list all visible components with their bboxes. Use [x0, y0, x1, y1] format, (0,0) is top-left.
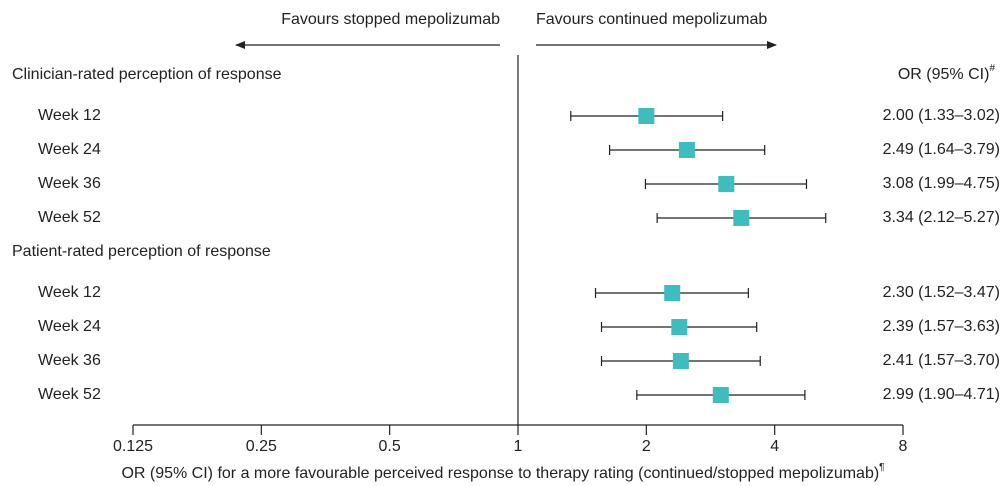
annotation-right: Favours continued mepolizumab — [536, 11, 767, 28]
x-tick-label: 2 — [642, 438, 651, 455]
point-estimate — [672, 353, 689, 369]
point-estimate — [638, 108, 655, 124]
row-label: Week 36 — [38, 352, 101, 369]
point-estimate — [733, 210, 750, 226]
annotation-left: Favours stopped mepolizumab — [281, 11, 500, 28]
column-header-mark: # — [989, 63, 995, 74]
value-label: 2.99 (1.90–4.71) — [883, 386, 1000, 403]
row-label: Week 52 — [38, 209, 101, 226]
value-label: 2.49 (1.64–3.79) — [883, 141, 1000, 158]
x-tick-label: 4 — [770, 438, 779, 455]
row-label: Week 52 — [38, 386, 101, 403]
column-header: OR (95% CI)# — [898, 63, 996, 84]
row-label: Week 24 — [38, 318, 101, 335]
row-label: Week 12 — [38, 107, 101, 124]
group-label: Clinician-rated perception of response — [12, 66, 282, 83]
value-label: 3.08 (1.99–4.75) — [883, 175, 1000, 192]
value-label: 3.34 (2.12–5.27) — [883, 209, 1000, 226]
point-estimate — [671, 319, 688, 335]
x-tick-label: 0.125 — [113, 438, 153, 455]
row-label: Week 36 — [38, 175, 101, 192]
x-tick-label: 8 — [899, 438, 908, 455]
point-estimate — [712, 387, 729, 403]
x-axis-title-mark: ¶ — [879, 462, 884, 473]
x-tick-label: 0.5 — [379, 438, 401, 455]
group-label: Patient-rated perception of response — [12, 243, 271, 260]
value-label: 2.39 (1.57–3.63) — [883, 318, 1000, 335]
value-label: 2.30 (1.52–3.47) — [883, 284, 1000, 301]
x-axis-title-text: OR (95% CI) for a more favourable percei… — [121, 465, 879, 482]
value-label: 2.41 (1.57–3.70) — [883, 352, 1000, 369]
point-estimate — [718, 176, 735, 192]
row-label: Week 24 — [38, 141, 101, 158]
value-label: 2.00 (1.33–3.02) — [883, 107, 1000, 124]
x-tick-label: 0.25 — [246, 438, 277, 455]
point-estimate — [678, 142, 695, 158]
column-header-text: OR (95% CI) — [898, 66, 990, 83]
x-axis-title: OR (95% CI) for a more favourable percei… — [121, 462, 884, 483]
point-estimate — [664, 285, 681, 301]
row-label: Week 12 — [38, 284, 101, 301]
x-tick-label: 1 — [514, 438, 523, 455]
